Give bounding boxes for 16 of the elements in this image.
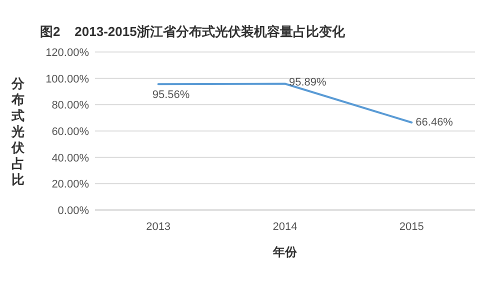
y-tick-label: 100.00%	[46, 73, 90, 86]
text: 95.89%	[289, 76, 326, 89]
chart-title: 图2 2013-2015浙江省分布式光伏装机容量占比变化	[40, 24, 346, 39]
y-tick-label: 20.00%	[52, 178, 90, 191]
y-tick-label: 40.00%	[52, 152, 90, 164]
y-axis-title: 分布式光伏占比	[10, 76, 26, 187]
y-tick-label: 0.00%	[58, 205, 90, 217]
y-tick-label: 60.00%	[52, 126, 90, 138]
x-tick-label: 2013	[146, 221, 171, 233]
text: 95.56%	[152, 89, 190, 102]
x-tick-label: 2014	[272, 221, 298, 233]
x-tick-label: 2015	[399, 221, 424, 233]
y-tick-label: 80.00%	[52, 100, 90, 112]
x-axis-title: 年份	[272, 245, 298, 259]
text: 66.46%	[416, 116, 453, 128]
y-tick-label: 120.00%	[46, 47, 90, 59]
